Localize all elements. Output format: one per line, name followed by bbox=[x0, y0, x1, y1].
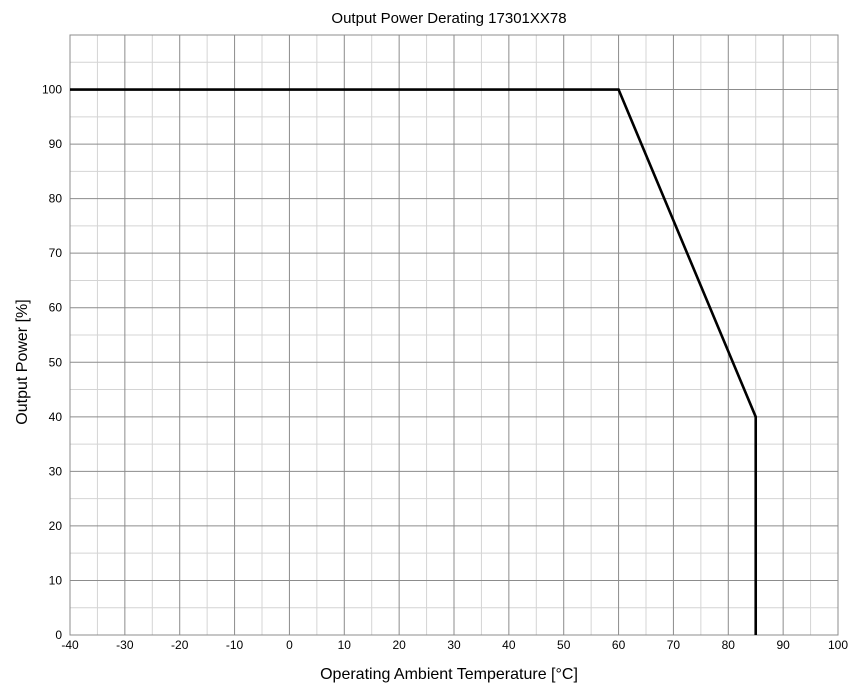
x-tick-label: 100 bbox=[828, 638, 848, 652]
x-tick-label: 50 bbox=[557, 638, 571, 652]
y-tick-label: 20 bbox=[49, 519, 63, 533]
x-tick-label: -30 bbox=[116, 638, 134, 652]
y-tick-label: 0 bbox=[55, 628, 62, 642]
y-tick-label: 70 bbox=[49, 246, 63, 260]
y-tick-label: 50 bbox=[49, 355, 63, 369]
x-tick-label: 40 bbox=[502, 638, 516, 652]
series-line-0 bbox=[70, 88, 758, 635]
y-tick-label: 10 bbox=[49, 573, 63, 587]
x-tick-label: -40 bbox=[61, 638, 79, 652]
y-tick-label: 80 bbox=[49, 192, 63, 206]
x-tick-label: 80 bbox=[722, 638, 736, 652]
y-tick-label: 90 bbox=[49, 137, 63, 151]
x-axis-label: Operating Ambient Temperature [°C] bbox=[320, 666, 578, 683]
y-tick-label: 100 bbox=[42, 83, 62, 97]
x-axis-ticks: -40 -30 -20 -10 0 10 20 30 40 50 60 70 80 90 100 bbox=[61, 638, 848, 652]
x-tick-label: 60 bbox=[612, 638, 626, 652]
y-axis-ticks: 0 10 20 30 40 50 60 70 80 90 100 bbox=[42, 83, 62, 642]
y-tick-label: 30 bbox=[49, 464, 63, 478]
x-tick-label: 20 bbox=[392, 638, 406, 652]
plot-area bbox=[69, 34, 839, 636]
x-tick-label: 90 bbox=[776, 638, 790, 652]
x-tick-label: 70 bbox=[667, 638, 681, 652]
x-tick-label: -10 bbox=[226, 638, 244, 652]
x-tick-label: 0 bbox=[286, 638, 293, 652]
x-tick-label: -20 bbox=[171, 638, 189, 652]
series-layer bbox=[70, 88, 758, 635]
x-tick-label: 30 bbox=[447, 638, 461, 652]
y-tick-label: 60 bbox=[49, 301, 63, 315]
y-axis-label: Output Power [%] bbox=[14, 299, 31, 424]
x-tick-label: 10 bbox=[338, 638, 352, 652]
y-tick-label: 40 bbox=[49, 410, 63, 424]
chart-title: Output Power Derating 17301XX78 bbox=[331, 10, 566, 27]
